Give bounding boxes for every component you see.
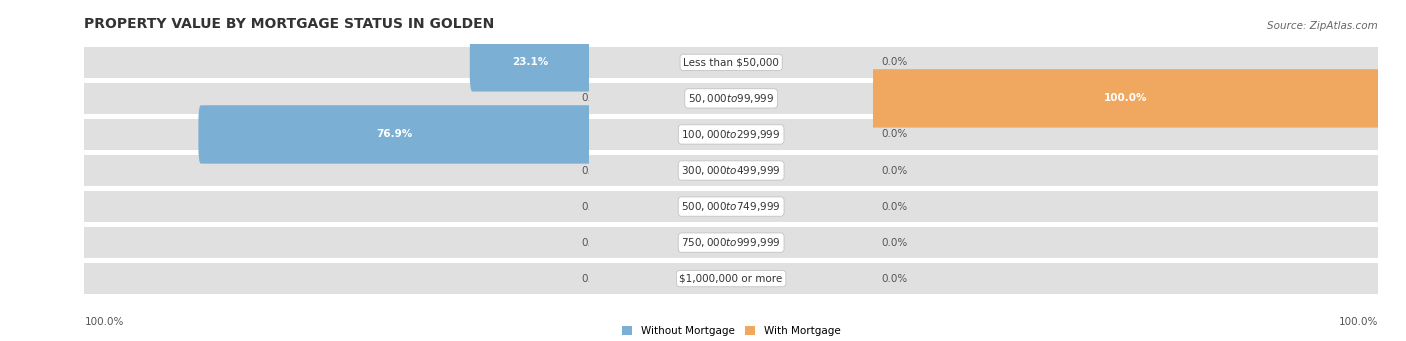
Text: 0.0%: 0.0%: [882, 238, 907, 248]
Bar: [873, 263, 1378, 294]
Text: PROPERTY VALUE BY MORTGAGE STATUS IN GOLDEN: PROPERTY VALUE BY MORTGAGE STATUS IN GOL…: [84, 17, 495, 31]
Bar: [589, 83, 873, 114]
Bar: [589, 191, 873, 222]
Text: 0.0%: 0.0%: [882, 130, 907, 139]
Text: 0.0%: 0.0%: [882, 57, 907, 68]
Text: 100.0%: 100.0%: [1339, 317, 1378, 327]
Bar: [84, 263, 589, 294]
Bar: [589, 119, 873, 150]
Text: $750,000 to $999,999: $750,000 to $999,999: [682, 236, 780, 249]
FancyBboxPatch shape: [870, 69, 1381, 128]
Legend: Without Mortgage, With Mortgage: Without Mortgage, With Mortgage: [617, 322, 845, 340]
Text: Source: ZipAtlas.com: Source: ZipAtlas.com: [1267, 21, 1378, 31]
Text: 0.0%: 0.0%: [882, 202, 907, 211]
Text: $50,000 to $99,999: $50,000 to $99,999: [688, 92, 775, 105]
Text: $300,000 to $499,999: $300,000 to $499,999: [682, 164, 780, 177]
Bar: [84, 83, 589, 114]
Text: Less than $50,000: Less than $50,000: [683, 57, 779, 68]
Bar: [84, 47, 589, 78]
Bar: [84, 119, 589, 150]
Text: 0.0%: 0.0%: [581, 202, 607, 211]
FancyBboxPatch shape: [470, 33, 592, 91]
Bar: [589, 263, 873, 294]
Bar: [84, 191, 589, 222]
Bar: [873, 47, 1378, 78]
Text: $500,000 to $749,999: $500,000 to $749,999: [682, 200, 780, 213]
Text: 100.0%: 100.0%: [84, 317, 124, 327]
Bar: [589, 47, 873, 78]
Bar: [873, 191, 1378, 222]
FancyBboxPatch shape: [198, 105, 592, 164]
Text: 0.0%: 0.0%: [581, 165, 607, 176]
Bar: [589, 227, 873, 258]
Text: $100,000 to $299,999: $100,000 to $299,999: [682, 128, 780, 141]
Text: 76.9%: 76.9%: [377, 130, 413, 139]
Text: 0.0%: 0.0%: [882, 165, 907, 176]
Bar: [873, 119, 1378, 150]
Text: 23.1%: 23.1%: [512, 57, 548, 68]
Bar: [84, 227, 589, 258]
Text: 100.0%: 100.0%: [1104, 93, 1147, 103]
Bar: [84, 155, 589, 186]
Text: 0.0%: 0.0%: [581, 273, 607, 284]
Text: $1,000,000 or more: $1,000,000 or more: [679, 273, 783, 284]
Text: 0.0%: 0.0%: [882, 273, 907, 284]
Text: 0.0%: 0.0%: [581, 238, 607, 248]
Bar: [589, 155, 873, 186]
Text: 0.0%: 0.0%: [581, 93, 607, 103]
Bar: [873, 155, 1378, 186]
Bar: [873, 83, 1378, 114]
Bar: [873, 227, 1378, 258]
